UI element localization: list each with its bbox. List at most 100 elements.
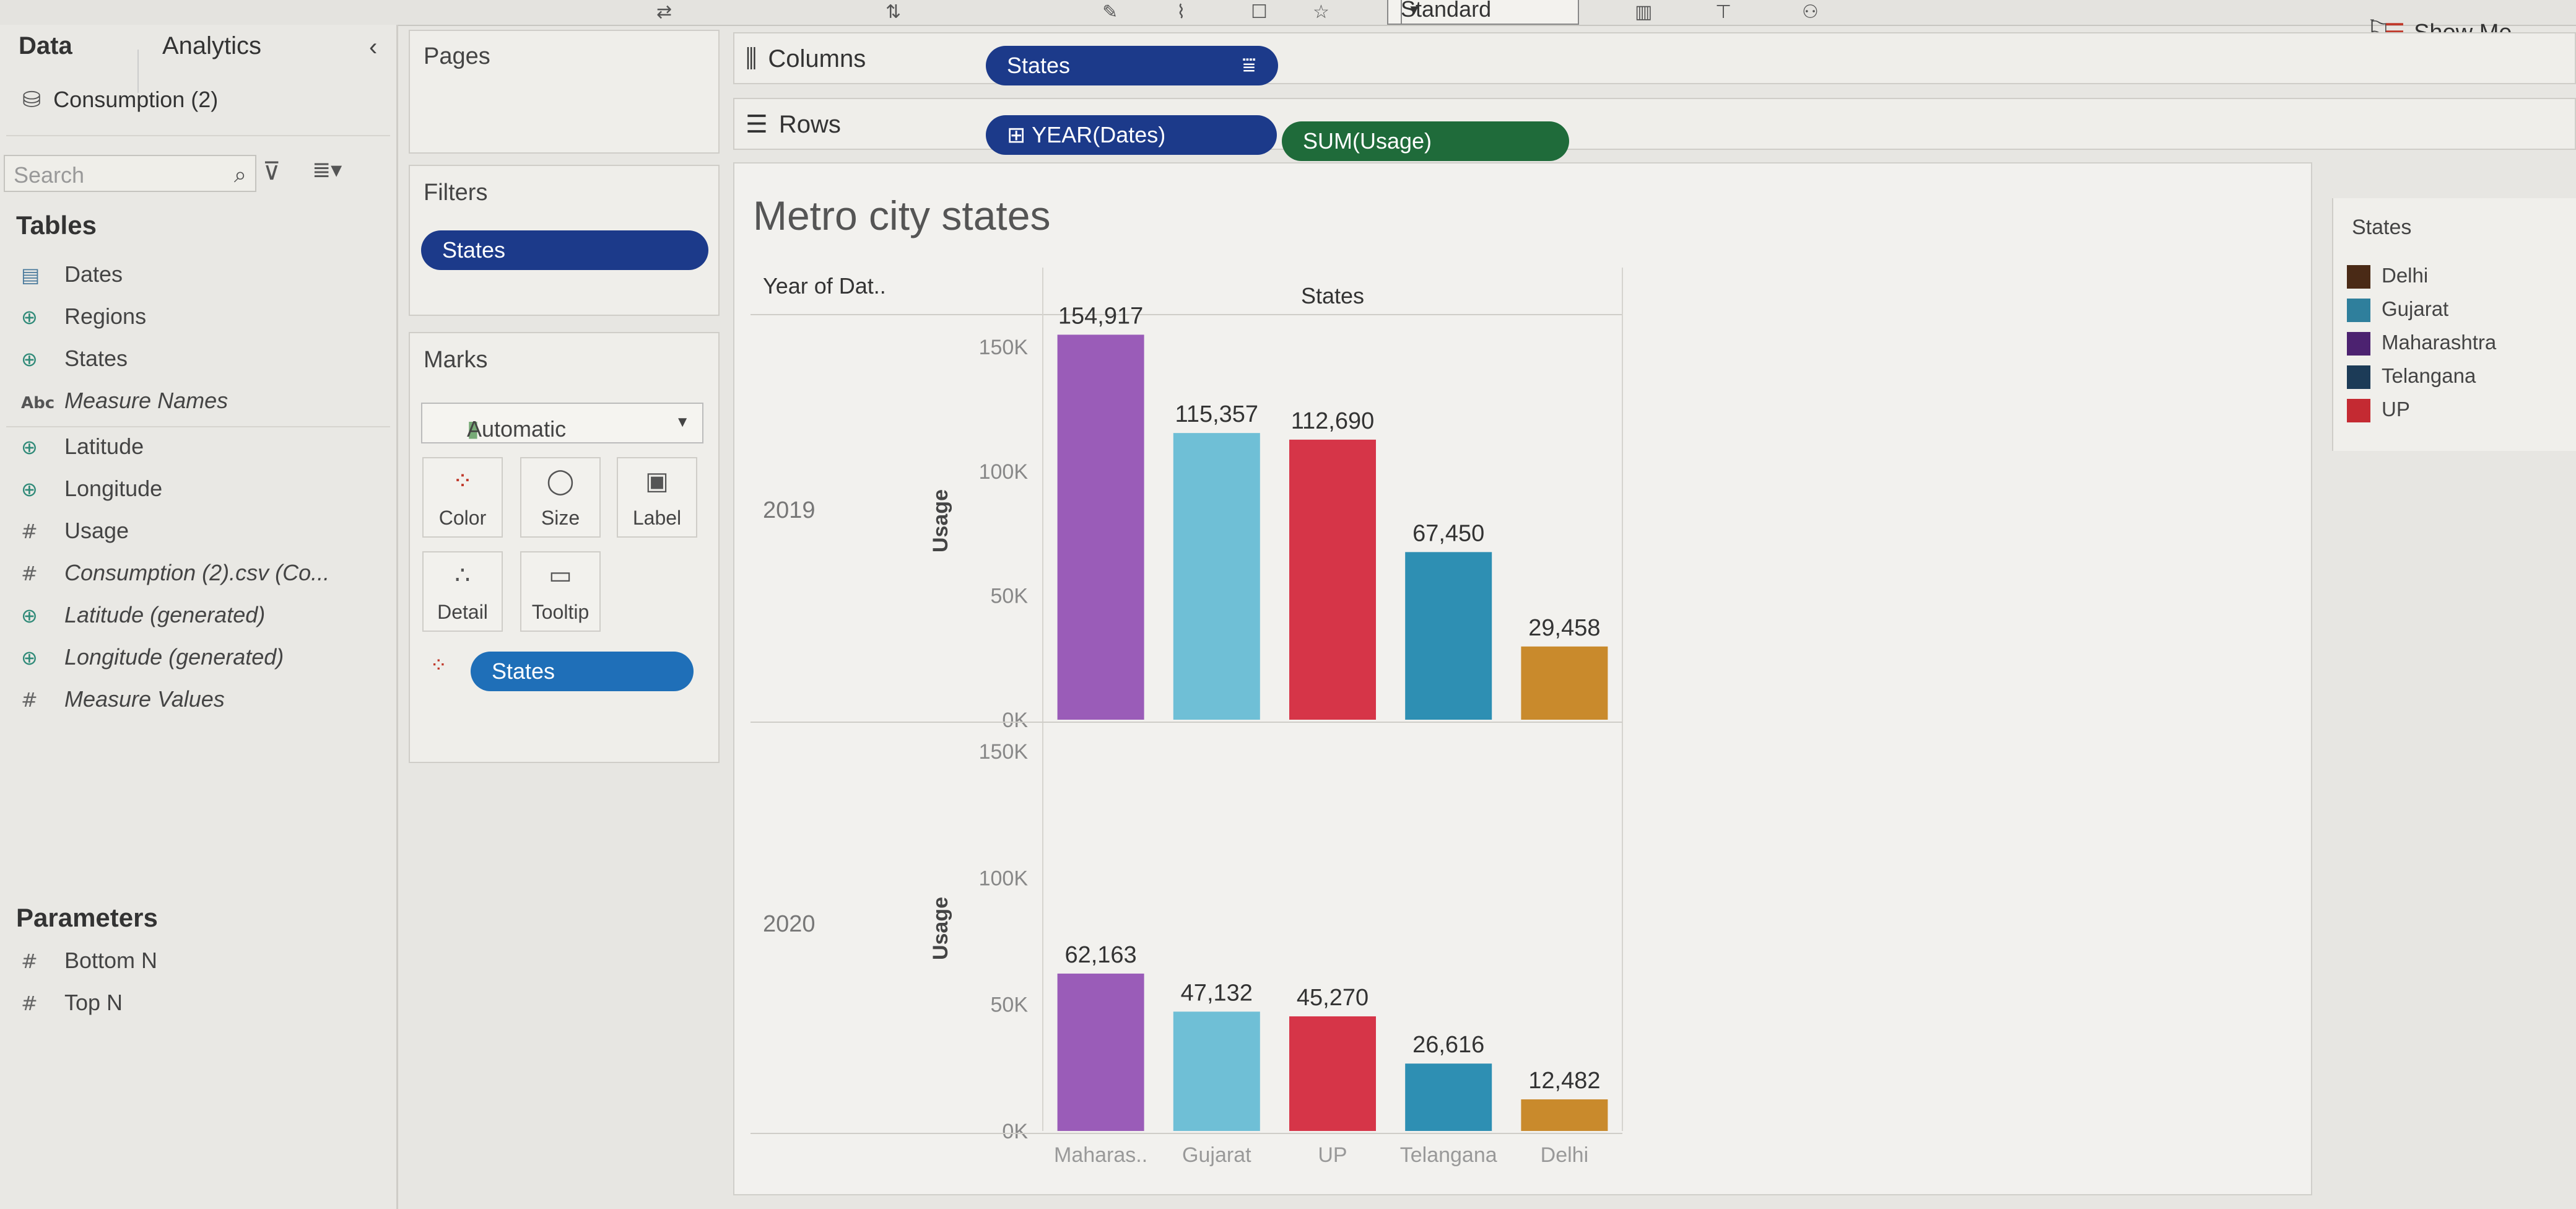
filters-title: Filters <box>424 180 488 206</box>
rows-pill-usage[interactable]: SUM(Usage) <box>1282 121 1569 161</box>
detail-icon: ∴ <box>455 561 471 590</box>
hash-icon: # <box>21 520 38 543</box>
divider <box>6 135 390 136</box>
hash-icon: # <box>21 688 38 712</box>
data-label: 47,132 <box>1181 980 1253 1006</box>
field-measure-values[interactable]: # Measure Values <box>21 686 225 712</box>
field-latitude-generated[interactable]: ⊕ Latitude (generated) <box>21 602 266 627</box>
fit-mode-select[interactable]: Standard ▼ <box>1387 0 1579 25</box>
share-icon[interactable]: ⚇ <box>1802 1 1819 23</box>
search-input[interactable]: Search ⌕ <box>4 155 256 192</box>
mark-type-select[interactable]: ▮ Automatic ▼ <box>421 403 703 443</box>
hash-icon: # <box>21 992 38 1015</box>
legend-swatch <box>2347 265 2370 289</box>
data-label: 67,450 <box>1412 520 1484 546</box>
data-label: 26,616 <box>1412 1032 1484 1058</box>
color-icon: ⁘ <box>452 467 473 495</box>
globe-icon: ⊕ <box>21 646 38 670</box>
label-icon: ▣ <box>645 467 669 495</box>
pin-axis-icon[interactable]: ☆ <box>1313 1 1329 23</box>
field-measure-names[interactable]: Abc Measure Names <box>21 388 228 413</box>
data-pane: Data Analytics ‹ ⛁ Consumption (2) Search… <box>0 25 398 1209</box>
presentation-icon[interactable]: ⊤ <box>1715 1 1732 23</box>
pages-title: Pages <box>424 43 490 69</box>
y-tick-label: 50K <box>991 993 1029 1017</box>
hash-icon: # <box>21 562 38 585</box>
legend-item-maharashtra[interactable]: Maharashtra <box>2347 331 2496 356</box>
y-tick-label: 0K <box>1002 1120 1028 1143</box>
globe-icon: ⊕ <box>21 347 38 371</box>
field-latitude[interactable]: ⊕ Latitude <box>21 434 144 459</box>
datasource-icon: ⛁ <box>22 87 41 113</box>
parameter-top-n[interactable]: # Top N <box>21 990 123 1015</box>
color-button[interactable]: ⁘ Color <box>422 457 503 538</box>
attach-icon[interactable]: ⌇ <box>1177 1 1186 23</box>
filters-card: Filters States <box>409 165 720 316</box>
size-button[interactable]: ◯ Size <box>520 457 601 538</box>
rows-pill-year[interactable]: ⊞ YEAR(Dates) <box>986 115 1277 155</box>
filter-icon[interactable]: ⊽ <box>263 157 281 186</box>
view-options-icon[interactable]: ≣▾ <box>312 157 342 183</box>
bar-2019-0 <box>1057 334 1144 720</box>
bar-2020-1 <box>1173 1011 1260 1131</box>
tab-analytics[interactable]: Analytics <box>162 32 262 59</box>
rows-icon: ☰ <box>746 110 768 139</box>
field-regions[interactable]: ⊕ Regions <box>21 303 147 329</box>
datasource-name: Consumption (2) <box>53 87 219 112</box>
tables-heading: Tables <box>16 211 97 240</box>
y-tick-label: 50K <box>991 584 1029 608</box>
data-label: 112,690 <box>1291 408 1375 434</box>
tab-data[interactable]: Data <box>19 32 72 59</box>
parameters-heading: Parameters <box>16 903 158 932</box>
field-longitude-generated[interactable]: ⊕ Longitude (generated) <box>21 644 284 670</box>
legend-item-telangana[interactable]: Telangana <box>2347 364 2476 390</box>
search-placeholder: Search <box>14 162 85 188</box>
collapse-pane-icon[interactable]: ‹ <box>369 33 378 61</box>
abc-icon: Abc <box>21 394 55 412</box>
parameter-bottom-n[interactable]: # Bottom N <box>21 948 158 973</box>
detail-button[interactable]: ∴ Detail <box>422 551 503 632</box>
search-icon: ⌕ <box>233 162 246 188</box>
year-label: 2020 <box>763 911 816 937</box>
label-marks-icon[interactable]: ☐ <box>1251 1 1268 23</box>
bar-icon: ▮ <box>467 416 479 442</box>
tab-divider <box>137 50 139 93</box>
filter-pill-states[interactable]: States <box>421 230 708 270</box>
tooltip-button[interactable]: ▭ Tooltip <box>520 551 601 632</box>
field-usage[interactable]: # Usage <box>21 518 129 543</box>
bar-2019-3 <box>1405 552 1492 720</box>
columns-icon: ⫼ <box>746 45 757 73</box>
swap-icon[interactable]: ⇄ <box>656 1 672 23</box>
x-tick-label: UP <box>1318 1143 1347 1167</box>
bar-2020-4 <box>1521 1099 1608 1131</box>
row-header: Year of Dat.. <box>763 273 886 299</box>
chevron-down-icon: ▼ <box>1401 0 1427 24</box>
legend-item-up[interactable]: UP <box>2347 398 2410 423</box>
data-label: 12,482 <box>1528 1068 1600 1094</box>
marks-title: Marks <box>424 347 488 373</box>
marks-pill-states[interactable]: States <box>471 652 694 691</box>
legend-item-gujarat[interactable]: Gujarat <box>2347 297 2448 323</box>
sort-icon[interactable]: ⇅ <box>886 1 902 23</box>
rows-label: ☰ Rows <box>746 110 841 139</box>
globe-icon: ⊕ <box>21 604 38 627</box>
field-longitude[interactable]: ⊕ Longitude <box>21 476 163 501</box>
data-label: 45,270 <box>1297 985 1368 1011</box>
y-tick-label: 150K <box>979 740 1029 764</box>
legend-item-delhi[interactable]: Delhi <box>2347 264 2428 289</box>
color-icon: ⁘ <box>430 653 448 678</box>
field-dates[interactable]: ▤ Dates <box>21 261 123 287</box>
field-consumption-count[interactable]: # Consumption (2).csv (Co... <box>21 560 330 585</box>
columns-pill-states[interactable]: States ⩸ <box>986 46 1278 85</box>
legend-title: States <box>2352 216 2412 239</box>
bar-2020-3 <box>1405 1063 1492 1131</box>
datasource-item[interactable]: ⛁ Consumption (2) <box>22 87 218 113</box>
pages-card[interactable]: Pages <box>409 30 720 154</box>
bar-chart-icon[interactable]: ▥ <box>1635 1 1653 23</box>
x-tick-label: Telangana <box>1400 1143 1497 1167</box>
label-button[interactable]: ▣ Label <box>617 457 697 538</box>
field-states[interactable]: ⊕ States <box>21 346 128 371</box>
x-tick-label: Delhi <box>1541 1143 1588 1167</box>
highlight-icon[interactable]: ✎ <box>1102 1 1118 23</box>
